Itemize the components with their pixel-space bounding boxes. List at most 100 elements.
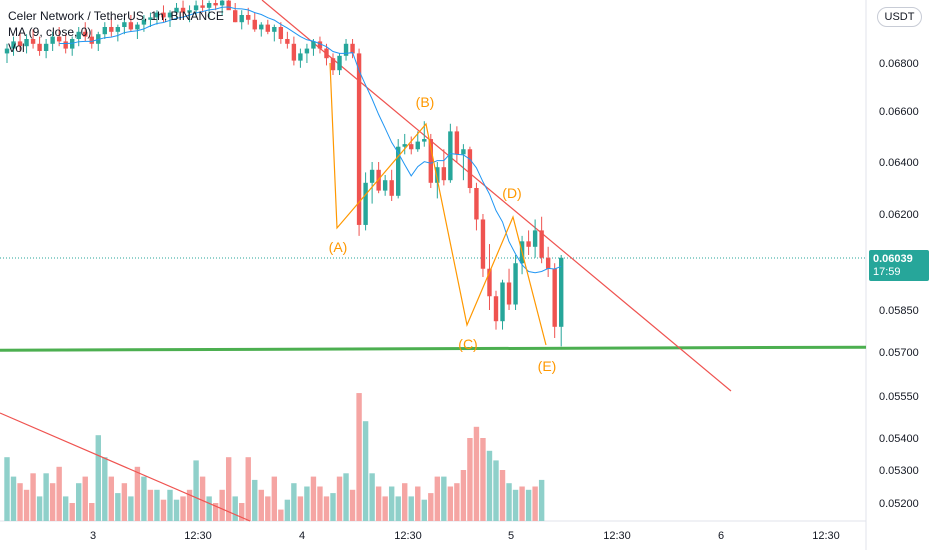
y-tick-label: 0.05550 [879,391,919,403]
candle [154,10,160,25]
candle-body [415,141,420,150]
volume-bar [180,496,186,521]
candle-body [402,144,407,147]
candle-body [513,263,518,305]
candle-body [272,27,277,32]
candle [428,133,433,188]
candle-body [24,39,29,47]
volume-bar [395,496,401,521]
volume-bar [473,426,480,521]
volume-bar [199,476,206,521]
candle [311,39,316,56]
y-tick-label: 0.06800 [879,58,919,70]
volume-bar [115,493,121,521]
candle [526,230,531,255]
candle-body [409,144,414,150]
candle-body [467,149,473,188]
candle-body [493,296,499,322]
candle [89,29,94,49]
candle-body [11,41,16,49]
volume-bar [17,483,23,521]
candle [148,12,153,27]
currency-button[interactable]: USDT [877,7,922,27]
candle-body [17,41,23,47]
volume-bar [467,438,473,521]
volume-bar [330,493,336,521]
y-tick-label: 0.05300 [879,465,919,477]
candle-body [122,22,127,27]
candle [259,22,264,37]
candle [382,175,388,196]
candle [109,17,114,37]
volume-bar [375,486,382,521]
candle-body [83,31,88,37]
candle-body [285,39,290,44]
candle-body [206,3,212,8]
volume-bar [62,496,69,521]
candle [415,131,420,152]
volume-bar [480,438,486,521]
candle [161,5,166,23]
candle-body [180,7,186,13]
candle [559,254,564,347]
candle-body [291,43,297,61]
candle-body [422,139,427,142]
candle-body [278,27,284,39]
candle-body [219,0,225,6]
x-tick-label: 12:30 [603,530,631,542]
candle-body [317,41,323,49]
volume-bar [219,489,225,521]
candle-body [454,131,460,155]
candle-body [226,0,231,11]
volume-bar [323,496,330,521]
candle-body [50,36,55,44]
candle-body [109,27,114,32]
volume-bar [82,476,88,521]
volume-bar [441,476,447,521]
candle [102,22,107,39]
candle-body [559,257,564,327]
volume-bar [258,489,264,521]
candle [356,48,362,236]
volume-bar [460,470,467,521]
volume-bar [56,466,62,521]
candle-body [480,219,486,269]
volume-bar [232,496,238,521]
volume-bar [454,483,460,521]
volume-bar [434,476,441,521]
volume-bar [519,486,525,521]
candle-body [324,48,329,59]
candle [122,17,127,35]
volume-bar [506,483,512,521]
candle-body [102,27,107,35]
volume-bar [147,489,154,521]
candle [226,0,231,11]
ma-indicator-label[interactable]: MA (9, close, 0) [8,25,92,39]
candle-body [363,182,368,225]
candle [200,0,205,13]
candle-body [330,58,336,71]
volume-bar [538,479,545,521]
candle-body [474,188,479,220]
x-tick-label: 12:30 [184,530,212,542]
volume-bar [408,496,414,521]
candle [278,22,284,44]
candle [350,39,355,59]
volume-bar [69,503,75,521]
y-tick-label: 0.05200 [879,498,919,510]
volume-indicator-label[interactable]: Vol [8,41,25,55]
candle [128,15,134,32]
candle [506,268,512,310]
volume-bar [239,503,245,521]
volume-bar [128,496,134,521]
candle-body [43,43,49,51]
candle-body [356,53,362,225]
candle-body [552,268,557,327]
volume-bar [356,393,362,521]
volume-bar [252,479,258,521]
symbol-title[interactable]: Celer Network / TetherUS, 1h, BINANCE [8,9,224,23]
candle [519,235,525,275]
candle-body [154,12,160,18]
candle-body [506,282,512,305]
